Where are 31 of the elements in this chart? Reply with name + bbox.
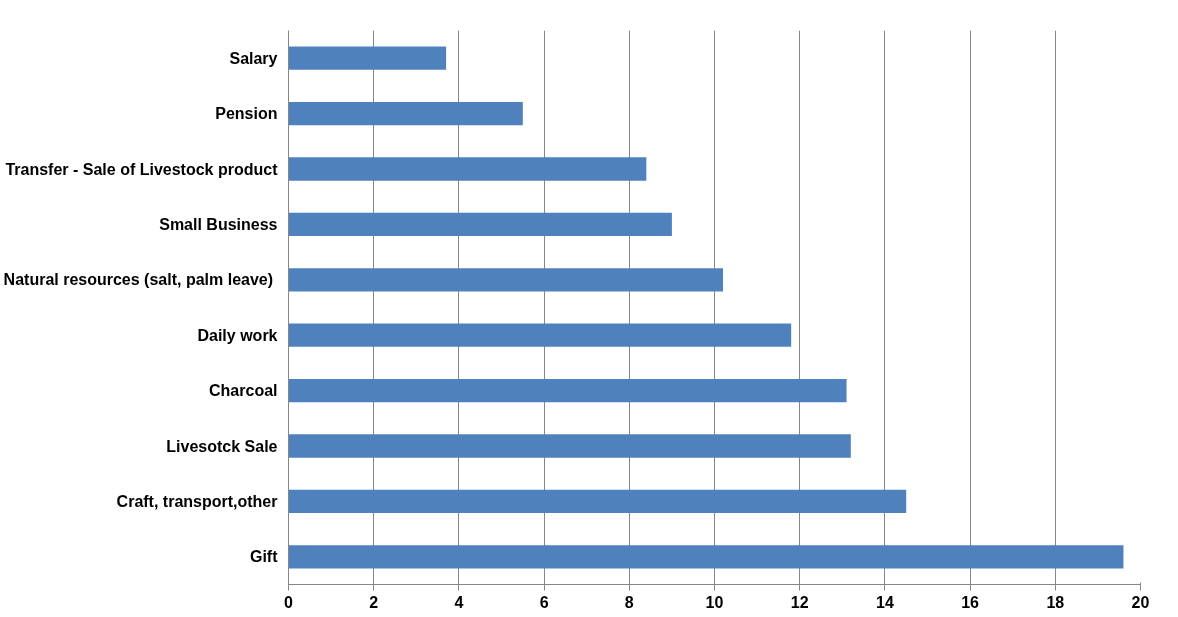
x-tick-label: 14	[876, 593, 894, 611]
bar	[288, 212, 672, 237]
x-tick-label: 10	[705, 593, 724, 611]
y-tick-label: Charcoal	[209, 382, 278, 400]
x-tick-label: 4	[454, 593, 464, 611]
bar	[288, 268, 724, 292]
y-tick-label: Livesotck Sale	[166, 437, 278, 455]
x-tick-label: 16	[961, 593, 980, 611]
y-tick-label: Pension	[215, 105, 278, 123]
bar	[288, 545, 1124, 569]
bar	[288, 434, 851, 458]
bar	[288, 46, 447, 70]
bar	[288, 489, 907, 514]
y-tick-label: Small Business	[159, 215, 278, 233]
bar	[288, 323, 792, 347]
x-tick-label: 8	[624, 593, 634, 611]
x-tick-label: 12	[790, 593, 809, 611]
bar	[288, 157, 647, 181]
bar	[288, 378, 847, 403]
x-tick-label: 6	[539, 593, 549, 611]
y-tick-label: Daily work	[197, 326, 278, 344]
bar	[288, 101, 523, 126]
x-tick-label: 2	[369, 593, 379, 611]
x-tick-label: 0	[284, 593, 294, 611]
y-tick-label: Craft, transport,other	[116, 492, 278, 510]
y-tick-label: Gift	[249, 548, 279, 566]
x-tick-label: 18	[1046, 593, 1065, 611]
x-tick-label: 20	[1131, 593, 1150, 611]
y-tick-label: Natural resources (salt, palm leave)	[3, 271, 274, 289]
y-tick-label: Transfer - Sale of Livestock product	[5, 160, 279, 178]
y-tick-label: Salary	[229, 49, 278, 67]
